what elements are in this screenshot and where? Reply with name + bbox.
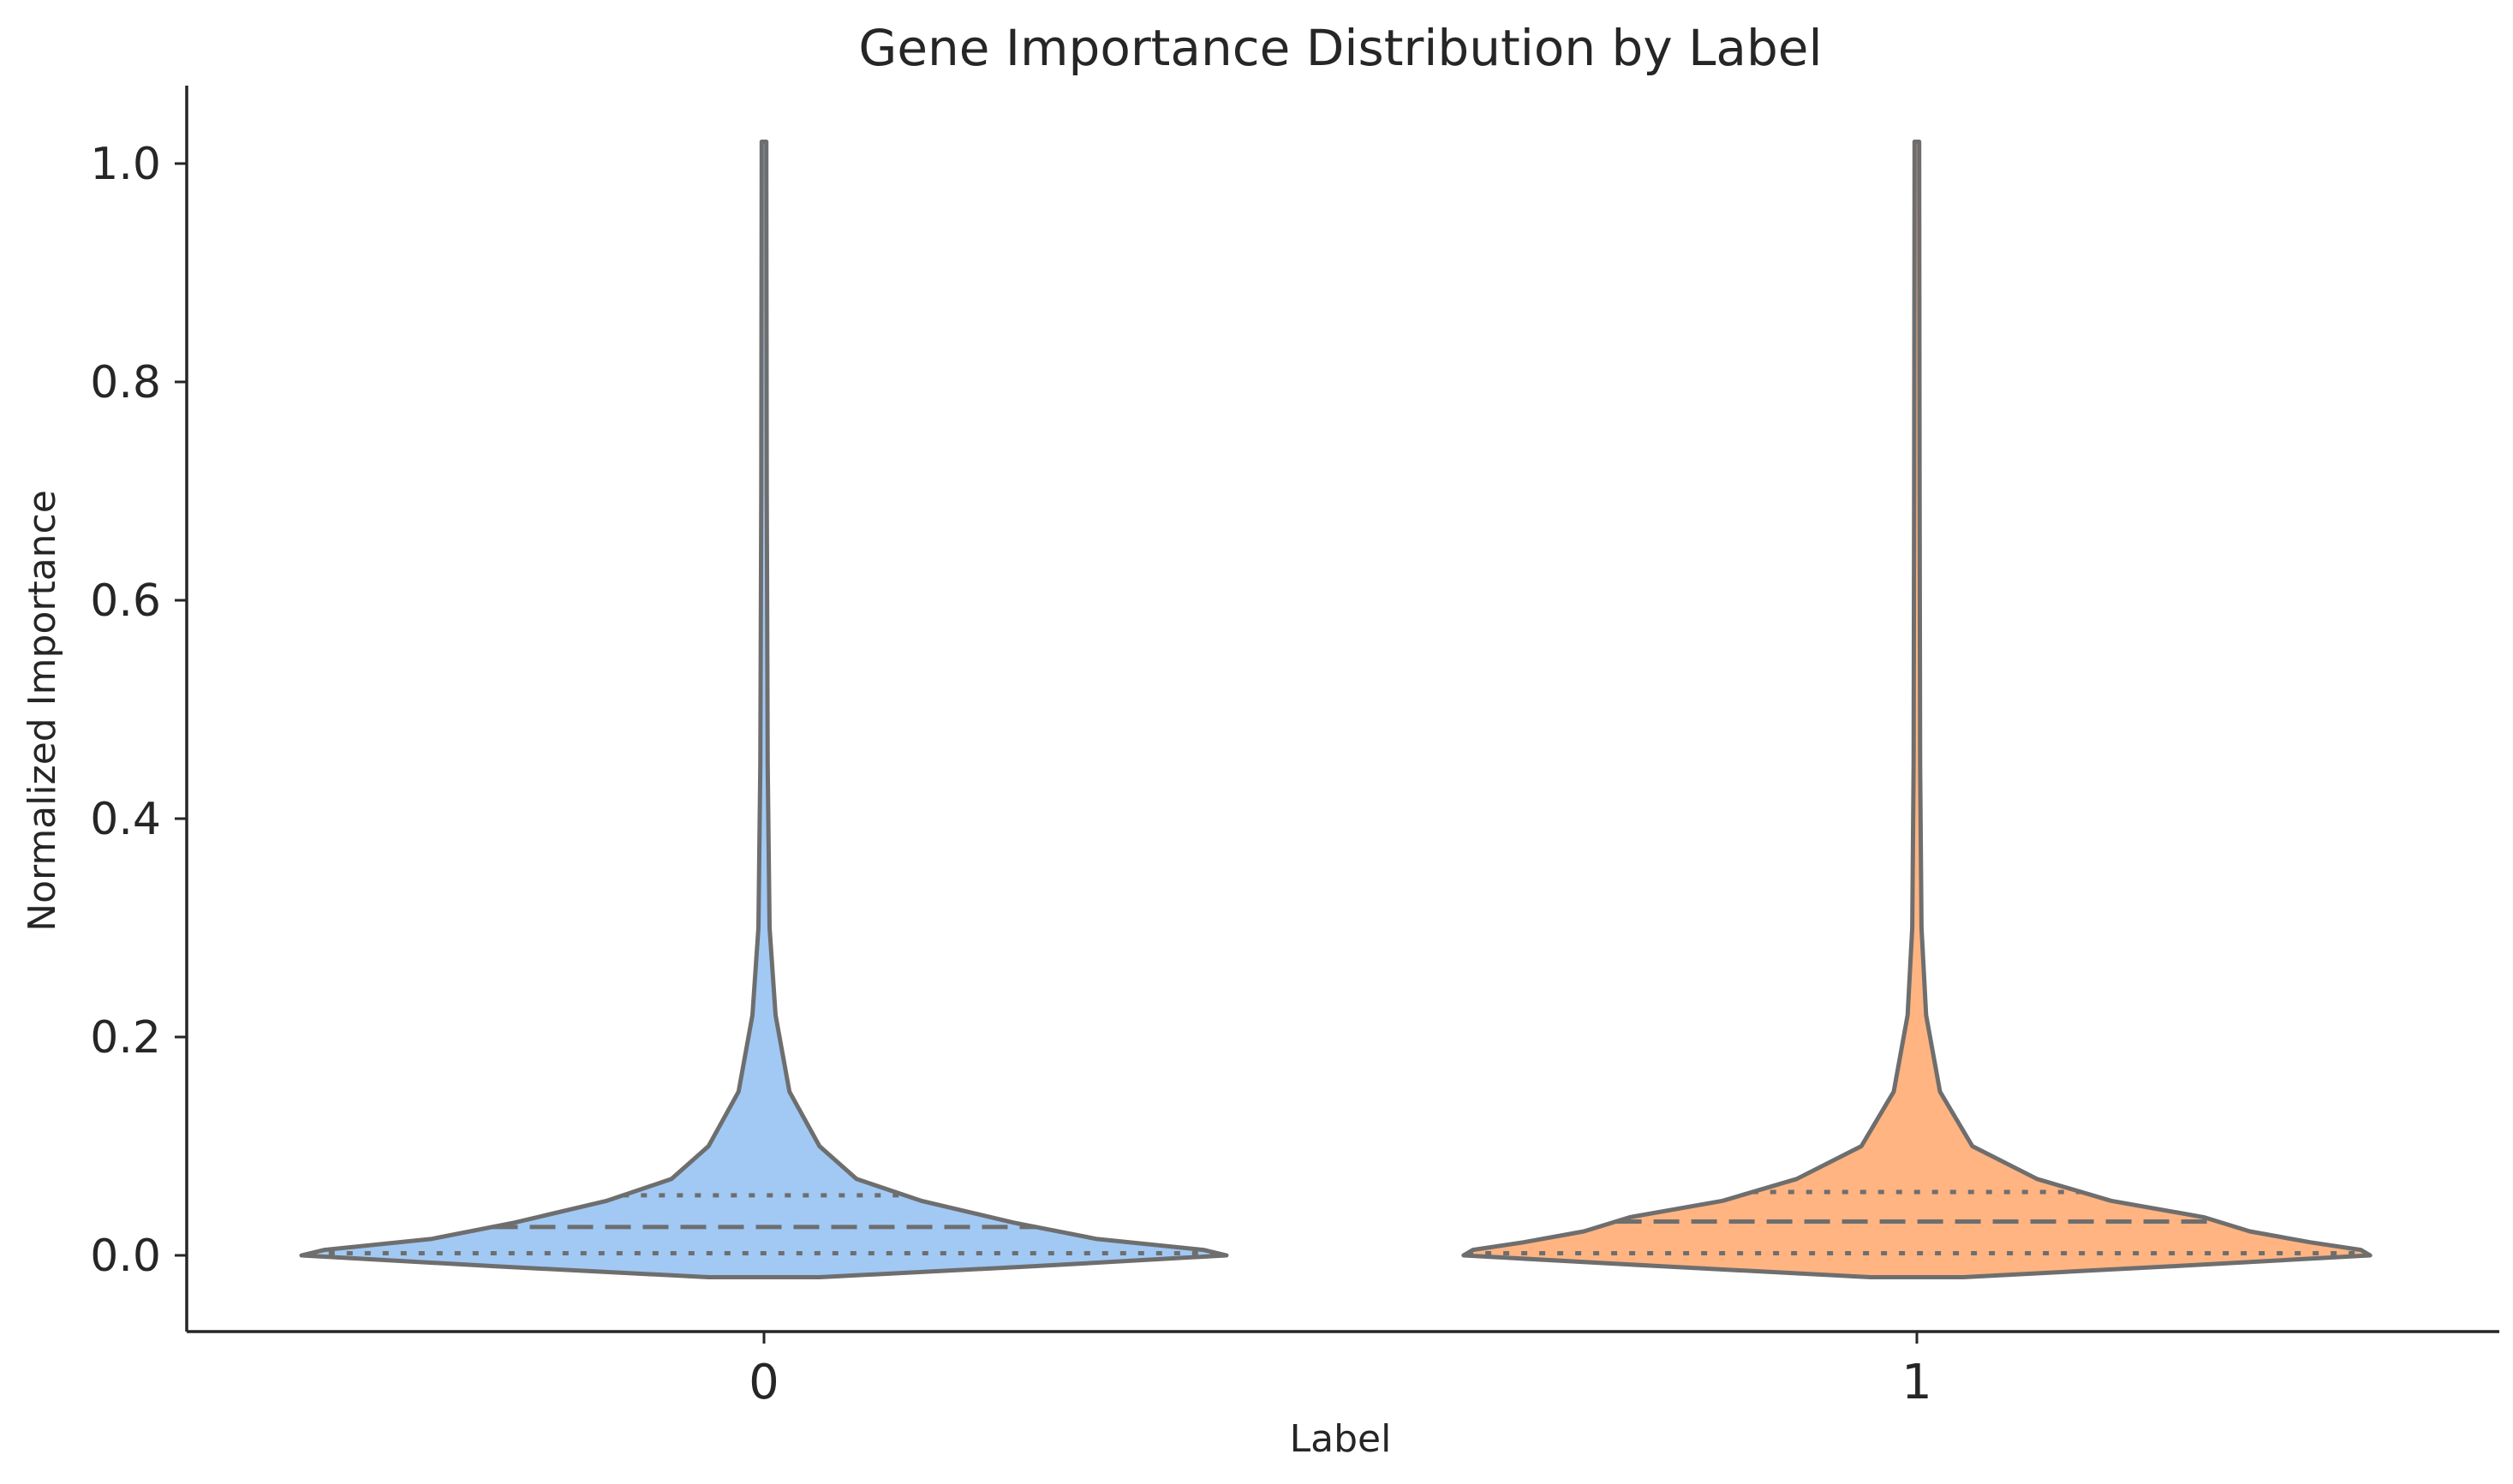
y-tick-label: 1.0 — [90, 139, 161, 190]
y-tick-label: 0.0 — [90, 1231, 161, 1282]
x-tick-label: 1 — [1901, 1355, 1932, 1410]
y-axis-ticks: 0.0 0.2 0.4 0.6 0.8 1.0 — [90, 139, 187, 1282]
violin-body-1 — [1461, 140, 2373, 1279]
violin-body-0 — [299, 140, 1229, 1279]
x-tick-label: 0 — [749, 1355, 779, 1410]
y-tick-label: 0.2 — [90, 1012, 161, 1064]
quartile-lines-group — [310, 1189, 2367, 1255]
violins-group — [299, 140, 2373, 1279]
y-tick-label: 0.4 — [90, 794, 161, 845]
y-tick-label: 0.8 — [90, 357, 161, 408]
y-tick-label: 0.6 — [90, 575, 161, 627]
y-axis-label: Normalized Importance — [21, 490, 64, 932]
x-axis-label: Label — [1290, 1417, 1392, 1461]
plot-area — [299, 140, 2373, 1279]
chart-title: Gene Importance Distribution by Label — [858, 19, 1822, 77]
